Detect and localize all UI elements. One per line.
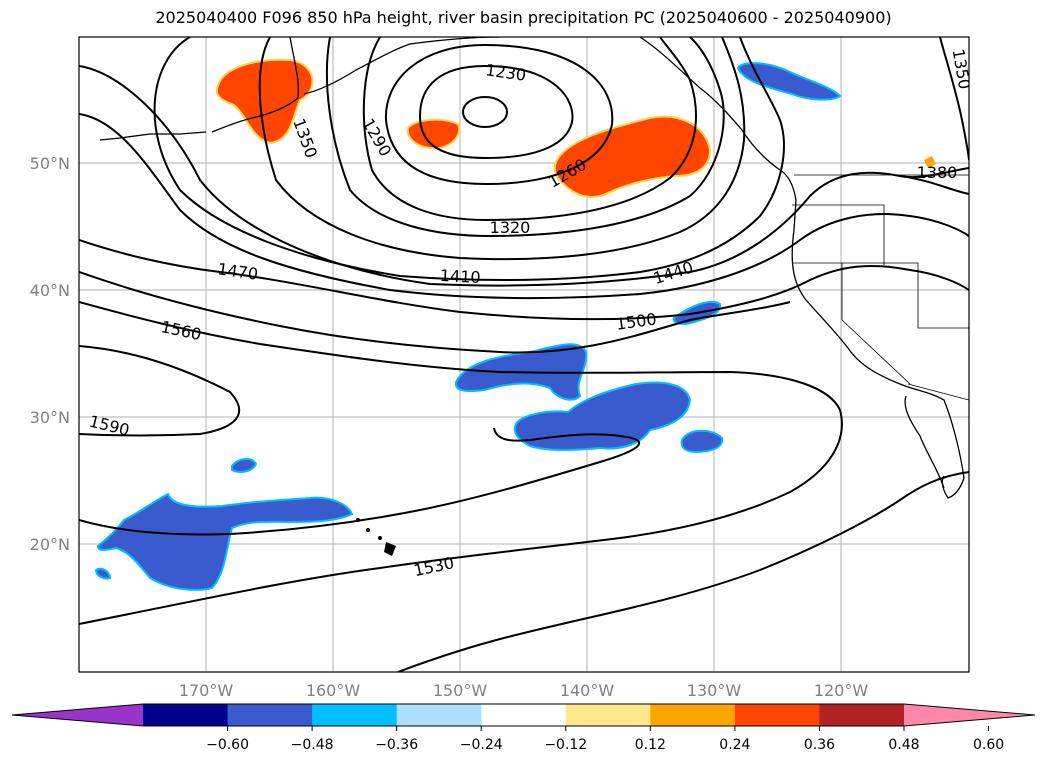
anomaly-patch-alaska-west — [215, 58, 314, 145]
anomaly-patch-small-west — [231, 458, 258, 473]
lon-label-140w: 140°W — [560, 681, 615, 700]
border-state-1 — [792, 204, 885, 265]
lat-label-50n: 50°N — [30, 154, 70, 173]
border-state-3 — [841, 263, 911, 385]
colorbar-tick-label: −0.12 — [544, 737, 587, 753]
coastline-alaska-peninsula — [211, 37, 300, 133]
latitude-labels: 50°N 40°N 30°N 20°N — [30, 154, 70, 554]
lat-label-40n: 40°N — [30, 281, 70, 300]
height-contours — [79, 37, 969, 672]
map-title: 2025040400 F096 850 hPa height, river ba… — [155, 8, 892, 27]
colorbar-tick-label: −0.24 — [460, 737, 503, 753]
political-boundaries — [792, 174, 969, 401]
colorbar: −0.60 −0.48 −0.36 −0.24 −0.12 0.12 0.24 0.36 0.4… — [11, 703, 1036, 753]
contour-1500 — [79, 271, 791, 354]
lat-label-20n: 20°N — [30, 535, 70, 554]
contour-1530-south — [397, 471, 969, 672]
colorbar-tick-label: 0.60 — [973, 737, 1004, 753]
contour-1350-east — [939, 37, 969, 161]
lon-label-170w: 170°W — [179, 681, 234, 700]
map-plot-area: 1230 1290 1350 1260 1320 1410 1440 1470 … — [79, 37, 969, 672]
colorbar-segment — [734, 704, 820, 726]
island-oahu — [366, 528, 370, 532]
lon-label-150w: 150°W — [433, 681, 488, 700]
border-us-mexico — [907, 383, 969, 401]
colorbar-segment — [650, 704, 736, 726]
contour-label: 1410 — [439, 266, 481, 287]
contour-1380-east — [899, 167, 969, 179]
colorbar-tick-label: 0.48 — [888, 737, 919, 753]
contour-1410 — [79, 65, 969, 287]
lat-label-30n: 30°N — [30, 408, 70, 427]
contour-1380 — [153, 37, 785, 282]
colorbar-tick-label: −0.60 — [206, 737, 249, 753]
colorbar-tick-label: −0.48 — [291, 737, 334, 753]
colorbar-outline — [11, 703, 1036, 727]
contour-1530 — [79, 301, 843, 625]
colorbar-extend-right — [904, 704, 1035, 726]
coastline-north-america — [639, 37, 965, 499]
contour-1350 — [258, 37, 746, 261]
anomaly-patch-30n-east — [680, 429, 724, 454]
colorbar-tick-label: 0.36 — [804, 737, 835, 753]
colorbar-extend-left — [12, 704, 143, 726]
anomaly-patch-bc-coast — [736, 62, 842, 101]
colorbar-segment — [565, 704, 651, 726]
coastline-gulf-north — [303, 37, 501, 95]
anomaly-patch-gulf-small — [406, 118, 461, 150]
coastline-baja — [904, 395, 945, 489]
island-maui — [378, 536, 382, 540]
coastlines — [99, 37, 965, 499]
lon-label-160w: 160°W — [306, 681, 361, 700]
anomaly-patch-30n-central — [513, 381, 692, 451]
island-big-island — [384, 542, 396, 556]
contour-1440 — [79, 113, 969, 300]
colorbar-segment — [819, 704, 905, 726]
map-frame — [78, 36, 970, 673]
anomaly-patch-tiny-west — [94, 567, 112, 580]
lon-label-130w: 130°W — [687, 681, 742, 700]
colorbar-ticks: −0.60 −0.48 −0.36 −0.24 −0.12 0.12 0.24 0.36 0.4… — [206, 726, 1004, 753]
contour-1560 — [79, 427, 641, 536]
contour-label: 1380 — [917, 163, 958, 182]
coastline-aleutians — [99, 131, 207, 141]
negative-anomaly-patches — [94, 62, 842, 591]
lon-label-120w: 120°W — [814, 681, 869, 700]
longitude-labels: 170°W 160°W 150°W 140°W 130°W 120°W — [179, 681, 869, 700]
colorbar-segment — [312, 704, 398, 726]
contour-low-center — [462, 96, 508, 128]
colorbar-segment — [227, 704, 313, 726]
contour-label: 1320 — [490, 218, 531, 237]
anomaly-patch-hawaii-west — [96, 492, 354, 591]
colorbar-tick-label: 0.24 — [719, 737, 750, 753]
colorbar-segment — [481, 704, 567, 726]
anomaly-patch-inland — [924, 156, 936, 168]
anomaly-patch-gulf-large — [553, 115, 712, 198]
contour-1260 — [384, 43, 614, 186]
contour-1320 — [325, 37, 725, 238]
border-state-2 — [792, 262, 969, 329]
contour-1590 — [79, 345, 241, 437]
colorbar-segment — [143, 704, 229, 726]
colorbar-tick-label: 0.12 — [635, 737, 666, 753]
colorbar-segment — [396, 704, 482, 726]
colorbar-tick-label: −0.36 — [375, 737, 418, 753]
contour-1290 — [362, 37, 697, 222]
colorbar-segments — [143, 704, 905, 726]
contour-1230 — [418, 64, 574, 160]
contour-1470 — [79, 239, 969, 321]
